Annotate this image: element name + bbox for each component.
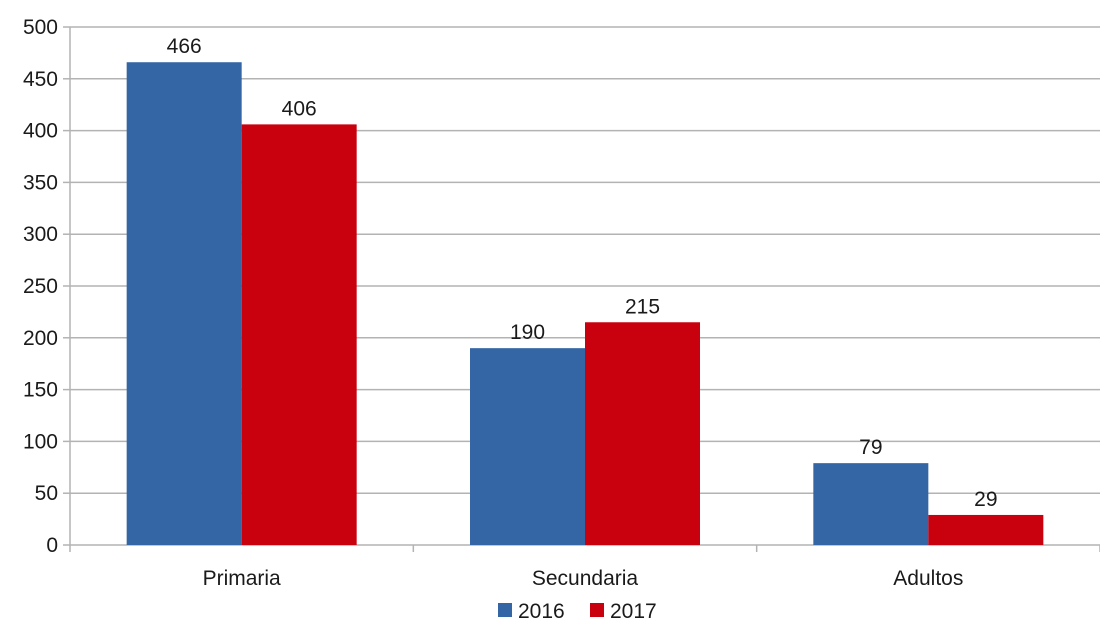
y-tick-label: 250 (23, 275, 58, 298)
bar-2016-secundaria (470, 348, 585, 545)
bar-2017-secundaria (585, 322, 700, 545)
bar-2016-adultos (813, 463, 929, 545)
y-tick-label: 300 (23, 223, 58, 246)
y-tick-label: 400 (23, 120, 58, 143)
y-tick-label: 500 (23, 16, 58, 39)
bar-2017-primaria (241, 124, 357, 545)
data-label: 466 (167, 35, 202, 58)
data-label: 215 (625, 295, 660, 318)
y-tick-label: 100 (23, 430, 58, 453)
legend-swatch (590, 603, 604, 617)
x-category-label: Adultos (893, 567, 963, 590)
y-tick-label: 450 (23, 68, 58, 91)
y-tick-label: 150 (23, 379, 58, 402)
y-tick-label: 0 (46, 534, 58, 557)
y-tick-label: 50 (35, 482, 58, 505)
data-label: 29 (974, 488, 997, 511)
data-label: 190 (510, 321, 545, 344)
x-category-label: Secundaria (532, 567, 639, 590)
x-category-label: Primaria (203, 567, 281, 590)
legend-swatch (498, 603, 512, 617)
legend-label: 2017 (610, 600, 657, 623)
bars (126, 62, 1044, 545)
y-tick-label: 200 (23, 327, 58, 350)
legend-label: 2016 (518, 600, 565, 623)
legend: 2016 2017 (498, 600, 657, 623)
data-label: 406 (282, 97, 317, 120)
data-label: 79 (859, 436, 882, 459)
bar-2016-primaria (126, 62, 242, 545)
axes: 0 50 100 150 200 250 300 350 400 450 500 Primaria Se… (23, 16, 1100, 590)
bar-2017-adultos (928, 514, 1044, 545)
data-labels: 466 406 190 215 79 29 (167, 35, 998, 511)
y-tick-label: 350 (23, 171, 58, 194)
